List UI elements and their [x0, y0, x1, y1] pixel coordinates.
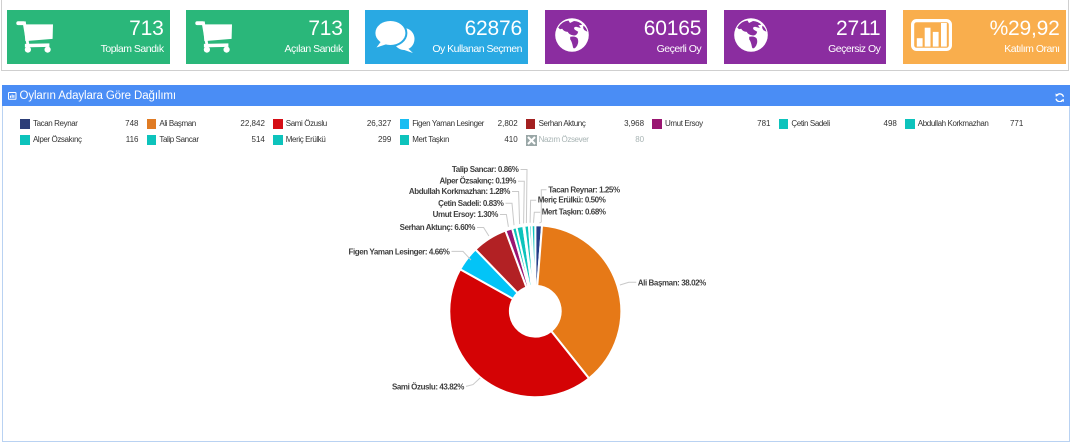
svg-text:Mert Taşkın: 0.68%: Mert Taşkın: 0.68%: [542, 208, 606, 217]
svg-text:Ali Başman: 38.02%: Ali Başman: 38.02%: [638, 279, 706, 288]
svg-text:Çetin Sadeli: 0.83%: Çetin Sadeli: 0.83%: [438, 199, 504, 208]
svg-text:Tacan Reynar: 1.25%: Tacan Reynar: 1.25%: [548, 186, 620, 195]
svg-text:Meriç Erülkü: 0.50%: Meriç Erülkü: 0.50%: [538, 196, 606, 205]
svg-text:Umut Ersoy: 1.30%: Umut Ersoy: 1.30%: [433, 210, 499, 219]
svg-text:Figen Yaman Lesinger: 4.66%: Figen Yaman Lesinger: 4.66%: [349, 248, 450, 257]
svg-text:Sami Özuslu: 43.82%: Sami Özuslu: 43.82%: [392, 382, 464, 391]
svg-text:Alper Özsakınç: 0.19%: Alper Özsakınç: 0.19%: [439, 177, 516, 186]
svg-text:Serhan Aktunç: 6.60%: Serhan Aktunç: 6.60%: [400, 223, 476, 232]
svg-text:Talip Sancar: 0.86%: Talip Sancar: 0.86%: [452, 165, 519, 174]
svg-text:Abdullah Korkmazhan: 1.28%: Abdullah Korkmazhan: 1.28%: [409, 187, 510, 196]
